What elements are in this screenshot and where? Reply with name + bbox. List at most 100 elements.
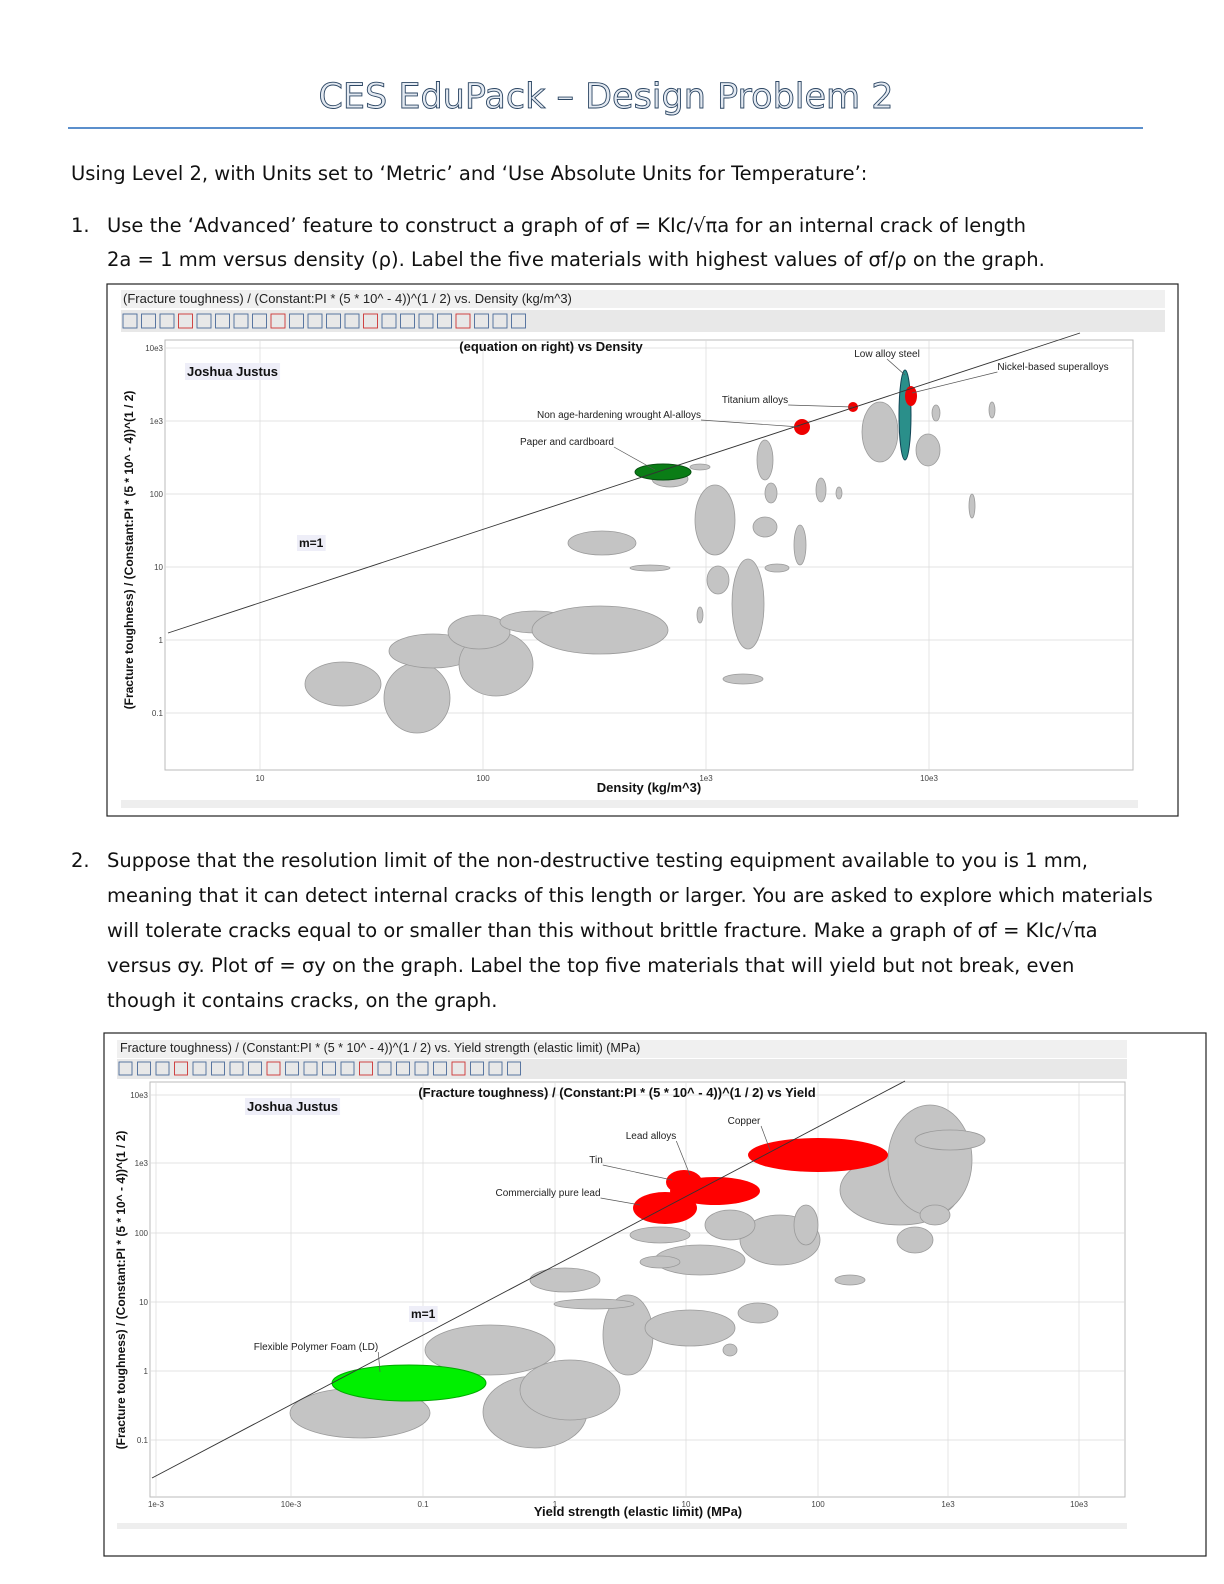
toolbar-icon [215,313,230,329]
slope-label: m=1 [411,1307,436,1321]
toolbar-icon [174,1061,188,1076]
annotation: Nickel-based superalloys [997,362,1108,373]
toolbar-icon [511,313,526,329]
toolbar-icon [400,313,415,329]
toolbar-icon [233,313,249,329]
y-tick-label: 1 [144,1367,149,1376]
toolbar-icon [303,1061,318,1076]
toolbar-icon [229,1061,244,1076]
figure: 1e-3 10e-3 0.1 1 10 100 1e3 10e3 10e3 1e3 100 10 1 0.… [114,1080,1125,1519]
leader-line [760,1125,771,1151]
question-line: Suppose that the resolution limit of the… [107,849,1088,872]
toolbar-icon [270,313,286,329]
toolbar-icon [437,313,452,329]
label-box [297,535,326,551]
toolbar [121,310,1165,332]
x-axis-label: Density (kg/m^3) [597,780,701,795]
y-tick-label: 1e3 [135,1159,149,1168]
annotation: Commercially pure lead [495,1188,600,1199]
y-tick-label: 1 [159,636,164,645]
toolbar-icon [196,313,212,329]
annotation: Tin [589,1155,603,1166]
leader-line [600,1197,641,1206]
annotation: Low alloy steel [854,349,920,360]
toolbar-icon [248,1061,262,1076]
x-tick-label: 10e3 [1070,1500,1088,1509]
y-tick-label: 1e3 [150,417,164,426]
x-tick-label: 10 [682,1500,691,1509]
figure-header-bar [121,290,1165,308]
toolbar-icon [488,1061,503,1076]
leader-line [613,446,656,471]
x-tick-label: 0.1 [417,1500,429,1509]
x-tick-label: 1 [553,1500,558,1509]
chart-title: (Fracture toughness) / (Constant:PI * (5… [418,1085,815,1100]
toolbar-icon [326,313,341,329]
toolbar-icon [137,1061,151,1076]
toolbar-icon [192,1061,207,1076]
x-axis-label: Yield strength (elastic limit) (MPa) [534,1504,742,1519]
toolbar-icon [211,1061,225,1076]
y-tick-label: 10 [154,563,163,572]
annotation: Paper and cardboard [520,437,614,448]
figure-header-bar [117,1040,1127,1058]
toolbar-icon [455,313,471,329]
toolbar-icon [507,1061,521,1076]
author-label: Joshua Justus [247,1099,338,1114]
toolbar-icon [474,313,489,329]
author-label: Joshua Justus [187,364,278,379]
toolbar-icon [252,313,267,329]
question-line: will tolerate cracks equal to or smaller… [107,919,1098,942]
toolbar-icon [396,1061,410,1076]
question-line: though it contains cracks, on the graph. [107,989,497,1012]
label-box [245,1098,341,1115]
toolbar-icon [359,1061,373,1076]
label-box [409,1306,438,1322]
annotation: Copper [728,1116,761,1127]
label-box [185,363,281,380]
question-line: 2a = 1 mm versus density (ρ). Label the … [107,248,1045,271]
y-axis-label: (Fracture toughness) / (Constant:PI * (5… [114,1131,128,1450]
toolbar-icon [418,313,434,329]
question-line: versus σy. Plot σf = σy on the graph. La… [107,954,1074,977]
toolbar-icon [122,313,138,329]
leader-line [788,404,854,408]
scrollbar [117,1523,1127,1529]
toolbar [117,1059,1127,1079]
plot-area [164,339,1134,771]
toolbar-icon [433,1061,447,1076]
y-tick-label: 100 [150,490,164,499]
toolbar-icon [141,313,156,329]
annotation: Non age-hardening wrought Al-alloys [537,410,701,421]
figure-header: (Fracture toughness) / (Constant:PI * (5… [123,291,572,306]
toolbar-icon [285,1061,299,1076]
scrollbar [121,800,1138,808]
annotation: Titanium alloys [722,395,788,406]
figure-header: Fracture toughness) / (Constant:PI * (5 … [120,1041,640,1055]
y-tick-label: 100 [135,1229,149,1238]
y-axis-label: (Fracture toughness) / (Constant:PI * (5… [122,391,136,710]
y-tick-label: 0.1 [152,709,164,718]
figure: 10 100 1e3 10e3 10e3 1e3 100 10 1 0.1 (equation on… [122,332,1133,795]
question-number: 2. [71,849,90,872]
annotation: Lead alloys [626,1131,677,1142]
y-tick-label: 10e3 [130,1091,148,1100]
leader-line [675,1140,691,1176]
toolbar-icon [289,313,304,329]
leader-line [377,1351,381,1373]
x-tick-label: 1e3 [941,1500,955,1509]
toolbar-icon [344,313,360,329]
toolbar-icon [178,313,193,329]
toolbar-icon [340,1061,355,1076]
chart-title: (equation on right) vs Density [459,339,643,354]
leader-line [700,419,801,428]
question-line: meaning that it can detect internal crac… [107,884,1153,907]
toolbar-icon [155,1061,170,1076]
x-tick-label: 10e-3 [281,1500,302,1509]
leader-line [602,1164,673,1181]
toolbar-icon [266,1061,281,1076]
leader-line [911,371,998,394]
x-tick-label: 1e3 [699,774,713,783]
leader-line [886,358,906,376]
